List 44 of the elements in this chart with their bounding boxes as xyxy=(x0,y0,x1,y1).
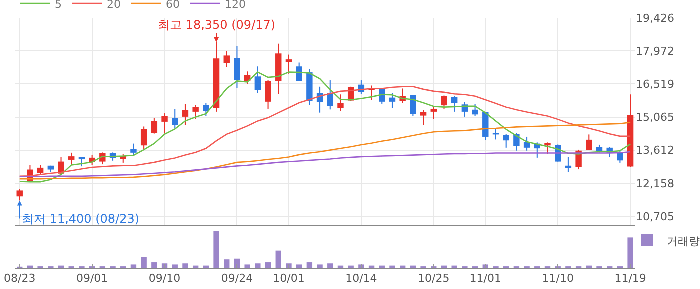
y-tick-label: 12,158 xyxy=(636,177,674,190)
x-tick-label: 09/24 xyxy=(221,272,254,286)
y-tick-label: 17,972 xyxy=(636,44,674,58)
y-tick-label: 13,612 xyxy=(636,144,674,158)
y-tick-label: 15,065 xyxy=(636,111,674,124)
bar xyxy=(276,250,282,268)
bar xyxy=(358,264,364,268)
x-tick-label: 11/01 xyxy=(470,272,502,286)
bar xyxy=(296,264,302,268)
x-tick-label: 08/23 xyxy=(4,272,36,286)
x-tick-label: 11/10 xyxy=(542,272,574,286)
line-series xyxy=(19,122,632,180)
annotation: 최저 11,400 (08/23) xyxy=(22,212,140,226)
legend-label: 거래량 xyxy=(667,234,700,248)
legend-label: 60 xyxy=(166,0,180,11)
x-tick-label: 10/01 xyxy=(273,272,305,286)
annotation: 최고 18,350 (09/17) xyxy=(158,18,276,32)
bar xyxy=(244,264,250,268)
x-tick-label: 11/19 xyxy=(614,272,646,286)
bar xyxy=(265,262,272,268)
x-tick-label: 10/14 xyxy=(346,272,378,286)
y-tick-label: 19,426 xyxy=(636,12,674,25)
bar xyxy=(172,264,178,268)
bar xyxy=(628,238,634,268)
y-tick-label: 10,705 xyxy=(636,210,674,224)
bar xyxy=(328,264,334,268)
bar xyxy=(306,262,313,268)
bar xyxy=(214,231,220,268)
legend-label: 5 xyxy=(55,0,62,11)
bar xyxy=(286,264,292,268)
bar xyxy=(255,264,261,268)
bar xyxy=(224,260,230,268)
bar xyxy=(152,262,158,268)
x-tick-label: 09/01 xyxy=(76,272,108,286)
candlestick xyxy=(338,94,344,112)
y-tick-label: 16,519 xyxy=(636,78,674,92)
x-tick-label: 10/25 xyxy=(418,272,450,286)
bar xyxy=(130,264,137,268)
bar xyxy=(182,264,188,268)
x-tick-label: 09/10 xyxy=(148,272,181,286)
bar xyxy=(317,264,323,268)
bar xyxy=(141,257,147,268)
legend-label: 20 xyxy=(107,0,121,11)
legend-label: 120 xyxy=(225,0,246,11)
